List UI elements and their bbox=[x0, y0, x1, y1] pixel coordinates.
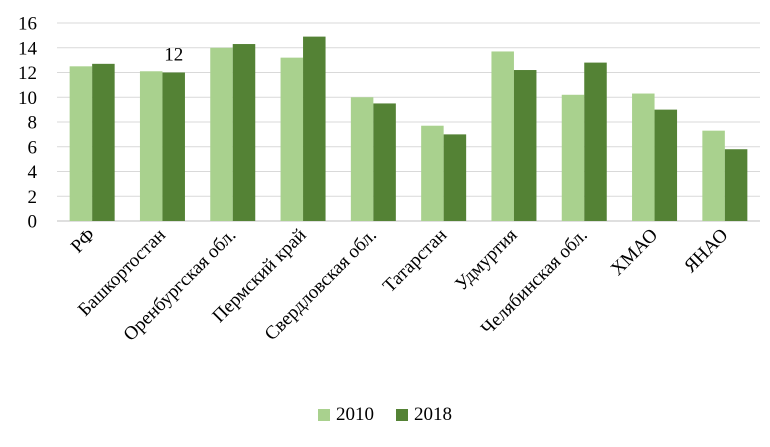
legend-item-2010: 2010 bbox=[318, 404, 374, 426]
bars bbox=[69, 36, 748, 222]
y-tick-label: 16 bbox=[18, 14, 37, 35]
bar-2018 bbox=[232, 44, 256, 221]
data-labels: 12 bbox=[164, 45, 183, 66]
bar-2018 bbox=[92, 63, 115, 222]
bar-2010 bbox=[350, 97, 374, 221]
x-tick-label: Удмуртия bbox=[451, 225, 521, 295]
bar-2010 bbox=[702, 130, 725, 221]
bar-2018 bbox=[584, 62, 607, 221]
bar-2018 bbox=[724, 149, 748, 221]
x-tick-label: РФ bbox=[67, 225, 100, 258]
bar-2010 bbox=[632, 93, 655, 221]
legend-swatch-2018 bbox=[396, 409, 408, 421]
y-tick-label: 4 bbox=[28, 162, 38, 183]
bar-2010 bbox=[139, 71, 163, 221]
bar-2018 bbox=[443, 134, 467, 221]
x-tick-label: Татарстан bbox=[379, 225, 451, 297]
y-tick-label: 8 bbox=[28, 113, 38, 134]
y-tick-label: 12 bbox=[18, 63, 37, 84]
x-tick-label: ХМАО bbox=[607, 225, 662, 280]
legend: 2010 2018 bbox=[0, 400, 770, 430]
bar-2010 bbox=[491, 51, 514, 222]
y-axis-tick-labels: 0 2 4 6 8 10 12 14 16 bbox=[18, 14, 38, 233]
bar-2018 bbox=[162, 72, 185, 221]
y-tick-label: 6 bbox=[28, 137, 38, 158]
bar-2010 bbox=[280, 57, 304, 222]
x-tick-label: ЯНАО bbox=[680, 225, 732, 277]
legend-label-2010: 2010 bbox=[336, 404, 374, 425]
y-tick-label: 0 bbox=[28, 212, 38, 233]
y-tick-label: 10 bbox=[18, 88, 37, 109]
bar-2010 bbox=[210, 47, 233, 221]
legend-swatch-2010 bbox=[318, 409, 330, 421]
legend-label-2018: 2018 bbox=[414, 404, 452, 425]
bar-chart: 0 2 4 6 8 10 12 14 16 12 РФБашкортостанОренбургс… bbox=[18, 14, 760, 346]
bar-2018 bbox=[373, 103, 396, 221]
bar-2018 bbox=[513, 70, 537, 222]
bar-2010 bbox=[69, 66, 93, 221]
y-tick-label: 14 bbox=[18, 38, 38, 59]
data-label: 12 bbox=[164, 45, 183, 66]
bar-2018 bbox=[303, 36, 326, 221]
bar-2010 bbox=[561, 94, 585, 221]
legend-item-2018: 2018 bbox=[396, 404, 452, 426]
bar-2018 bbox=[654, 109, 678, 221]
y-tick-label: 2 bbox=[28, 187, 38, 208]
bar-2010 bbox=[421, 125, 444, 221]
